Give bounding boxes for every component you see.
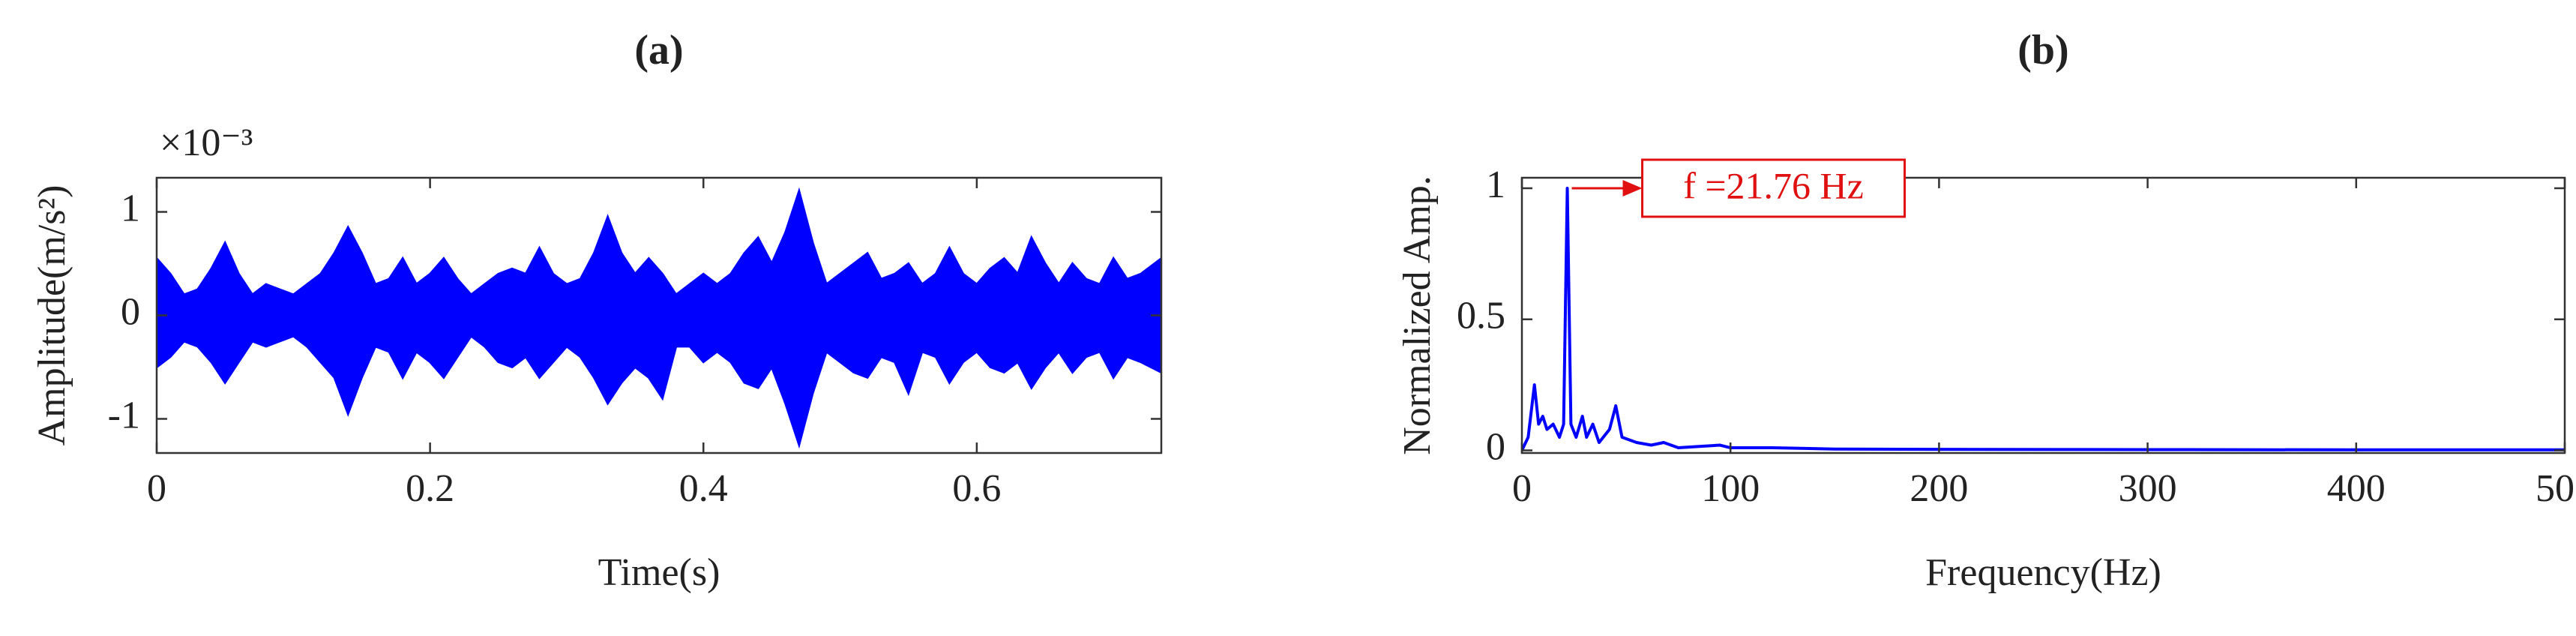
annotation-arrowhead	[1622, 179, 1643, 196]
y-tick-label: -1	[108, 394, 140, 436]
x-tick-label: 300	[2119, 467, 2177, 510]
signal-envelope	[157, 314, 1161, 449]
annotation-text: f =21.76 Hz	[1683, 164, 1864, 206]
y-tick-label: 0	[1486, 425, 1505, 468]
panel-title: (a)	[634, 27, 683, 74]
offset-label: ×10⁻³	[160, 122, 253, 164]
y-tick-label: 1	[1486, 164, 1505, 206]
x-axis-label: Time(s)	[598, 551, 720, 594]
x-tick-label: 0.6	[952, 467, 1001, 510]
panel-title: (b)	[2017, 27, 2068, 74]
spectrum-line	[1522, 186, 2565, 452]
x-tick-label: 0.2	[406, 467, 454, 510]
plot-area	[157, 187, 1161, 449]
plot-frame	[1520, 176, 2566, 454]
y-tick-label: 0.5	[1457, 295, 1505, 338]
x-tick-label: 0.4	[679, 467, 728, 510]
x-tick-label: 0	[147, 467, 166, 510]
y-axis-label: Normalized Amp.	[1396, 176, 1439, 455]
y-axis-label: Amplitude(m/s²)	[31, 185, 73, 446]
x-tick-label: 0	[1512, 467, 1532, 510]
x-tick-label: 500	[2536, 467, 2576, 510]
y-tick-label: 0	[121, 290, 140, 333]
plot-area	[1522, 186, 2565, 452]
signal-envelope	[157, 187, 1161, 316]
x-axis-label: Frequency(Hz)	[1925, 551, 2161, 594]
x-tick-label: 200	[1910, 467, 1968, 510]
x-tick-label: 400	[2327, 467, 2386, 510]
y-tick-label: 1	[121, 187, 140, 230]
annotation-box	[1641, 158, 1907, 218]
x-tick-label: 100	[1701, 467, 1760, 510]
